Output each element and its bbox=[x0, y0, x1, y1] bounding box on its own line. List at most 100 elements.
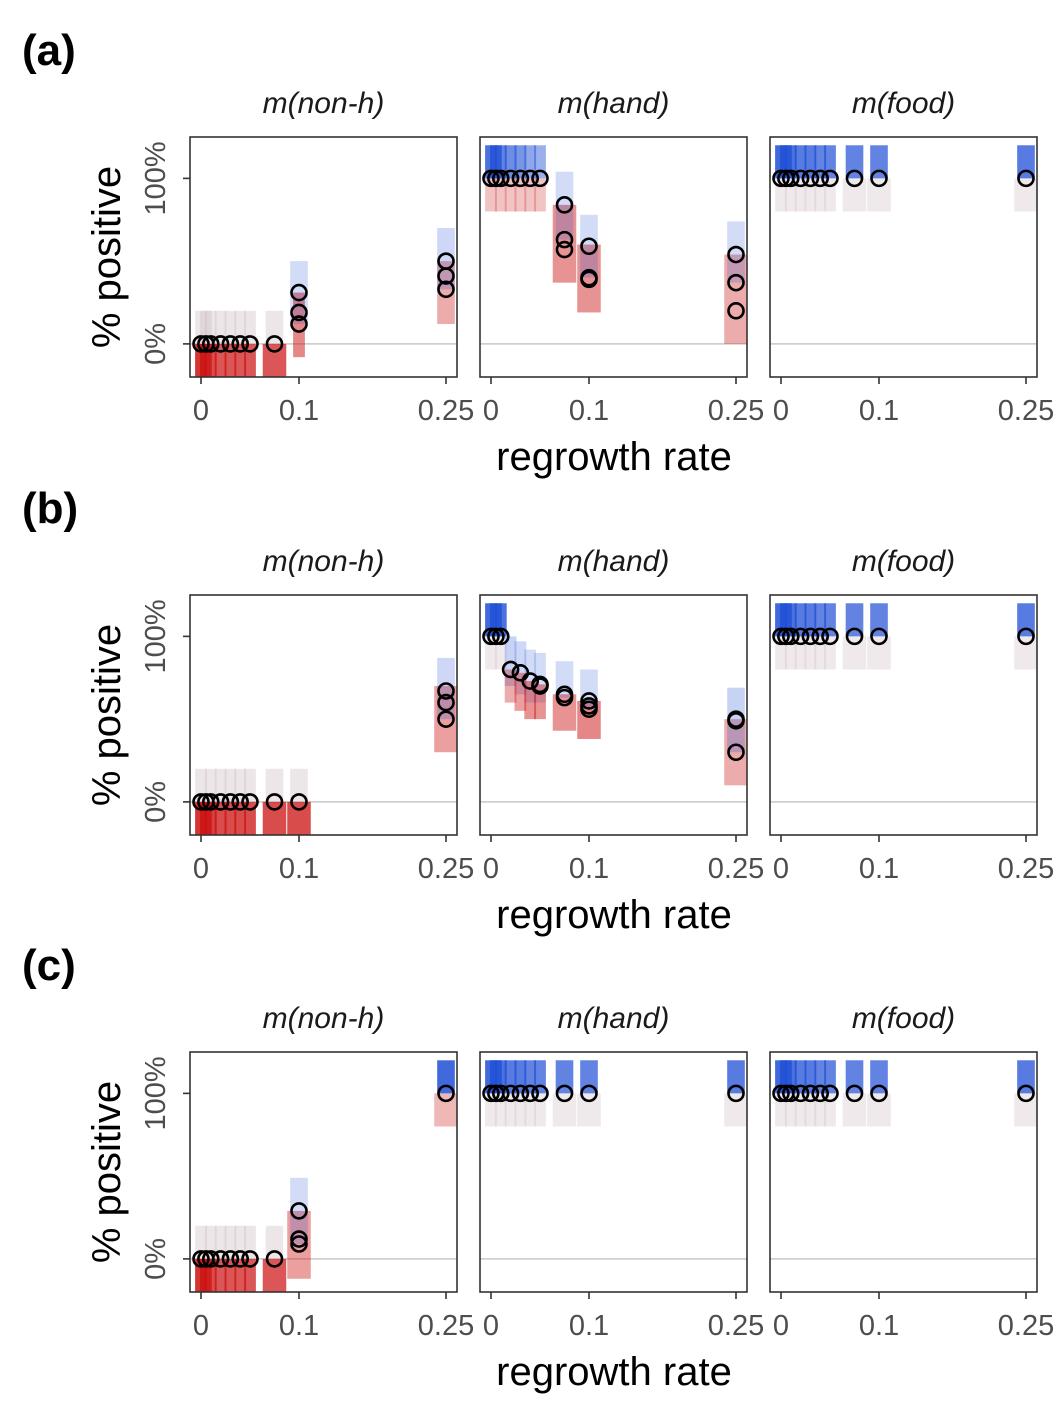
range-bar bbox=[824, 178, 836, 212]
range-bar bbox=[214, 1258, 227, 1292]
range-bar bbox=[794, 636, 807, 670]
range-bar bbox=[437, 1060, 455, 1094]
data-point bbox=[1017, 1084, 1035, 1103]
range-bar bbox=[437, 228, 455, 290]
y-tick-label: 0% bbox=[140, 323, 172, 365]
data-point bbox=[727, 301, 745, 320]
range-bar bbox=[244, 768, 256, 802]
facet-2: m(food) 0 0.1 0.25 bbox=[769, 1002, 1054, 1342]
data-point bbox=[265, 1250, 284, 1268]
data-point bbox=[437, 267, 455, 285]
plot-frame bbox=[479, 136, 748, 378]
range-bar bbox=[1017, 145, 1035, 179]
range-bar bbox=[195, 768, 207, 802]
x-tick-label: 0.25 bbox=[998, 853, 1054, 885]
range-bar bbox=[504, 669, 517, 703]
data-point bbox=[511, 169, 530, 188]
data-point bbox=[555, 240, 574, 259]
plot-frame bbox=[769, 1051, 1038, 1293]
range-bar bbox=[784, 178, 797, 212]
range-bar bbox=[224, 310, 237, 344]
range-bar bbox=[234, 310, 247, 344]
range-bar bbox=[224, 768, 237, 802]
x-tick-label: 0.1 bbox=[279, 1310, 319, 1342]
data-point bbox=[870, 1084, 888, 1103]
range-bar bbox=[1017, 1060, 1035, 1094]
range-bar bbox=[204, 343, 217, 377]
data-point bbox=[772, 1084, 790, 1103]
data-point bbox=[555, 230, 574, 249]
range-bar bbox=[784, 145, 797, 179]
range-bar bbox=[434, 1093, 457, 1127]
range-bar bbox=[234, 343, 247, 377]
data-point bbox=[580, 237, 598, 256]
range-bar bbox=[524, 649, 537, 703]
range-bar bbox=[814, 145, 827, 179]
data-point bbox=[531, 169, 549, 188]
data-point bbox=[845, 627, 864, 646]
range-bar bbox=[580, 214, 598, 278]
range-bar bbox=[775, 1093, 787, 1127]
x-tick-label: 0 bbox=[193, 853, 209, 885]
data-point bbox=[801, 627, 820, 646]
data-point bbox=[870, 169, 888, 188]
x-tick-label: 0.25 bbox=[708, 395, 764, 427]
plot-frame bbox=[479, 1051, 748, 1293]
range-bar bbox=[514, 1060, 527, 1094]
range-bar bbox=[287, 801, 311, 835]
data-point bbox=[1017, 627, 1035, 646]
plot-frame bbox=[189, 1051, 458, 1293]
x-tick-label: 0.25 bbox=[418, 1310, 474, 1342]
data-point bbox=[231, 793, 249, 811]
data-point bbox=[580, 692, 598, 710]
range-bar bbox=[437, 657, 455, 720]
range-bar bbox=[1017, 603, 1035, 637]
x-tick-label: 0 bbox=[773, 853, 789, 885]
y-axis-title: % positive bbox=[85, 624, 129, 806]
facet-0: m(non-h) 0 0.1 0.25 bbox=[189, 87, 474, 427]
range-bar bbox=[214, 768, 227, 802]
facet-2: m(food) 0 0.1 0.25 bbox=[769, 545, 1054, 885]
range-bar bbox=[262, 343, 287, 377]
data-point bbox=[845, 169, 864, 188]
range-bar bbox=[870, 1060, 888, 1094]
data-point bbox=[501, 660, 520, 679]
range-bar bbox=[534, 1060, 546, 1094]
data-point bbox=[727, 743, 745, 762]
chart-row-2: (c)% positive 0%100%m(non-h)0 0.1 0.25m(han… bbox=[22, 941, 1054, 1394]
facet-2: m(food) 0 0.1 0.25 bbox=[769, 87, 1054, 427]
plot-frame bbox=[769, 594, 1038, 836]
range-bar bbox=[775, 636, 787, 670]
range-bar bbox=[524, 178, 537, 212]
facet-title: m(non-h) bbox=[263, 1002, 385, 1035]
range-bar bbox=[287, 1210, 311, 1279]
range-bar bbox=[814, 636, 827, 670]
range-bar bbox=[494, 145, 507, 179]
y-tick-label: 100% bbox=[140, 599, 172, 673]
bar-layer bbox=[195, 657, 457, 835]
data-point bbox=[811, 627, 830, 646]
panel-label: (c) bbox=[22, 941, 76, 990]
range-bar bbox=[504, 178, 517, 212]
range-bar bbox=[494, 1060, 507, 1094]
data-point bbox=[521, 672, 540, 690]
range-bar bbox=[262, 801, 287, 835]
range-bar bbox=[842, 178, 867, 212]
range-bar bbox=[1014, 178, 1037, 212]
data-point bbox=[791, 627, 810, 646]
facet-1: m(hand) 0 0.1 0.25 bbox=[479, 545, 764, 885]
plot-frame bbox=[189, 136, 458, 378]
range-bar bbox=[534, 684, 546, 720]
range-bar bbox=[244, 801, 256, 835]
panel-label: (b) bbox=[22, 484, 78, 533]
data-point bbox=[290, 1235, 308, 1253]
range-bar bbox=[214, 801, 227, 835]
data-point bbox=[772, 169, 790, 188]
range-bar bbox=[224, 1225, 237, 1259]
data-point bbox=[202, 335, 220, 353]
data-point bbox=[482, 1084, 500, 1103]
range-bar bbox=[804, 178, 817, 212]
data-point bbox=[241, 793, 259, 811]
range-bar bbox=[867, 178, 891, 212]
